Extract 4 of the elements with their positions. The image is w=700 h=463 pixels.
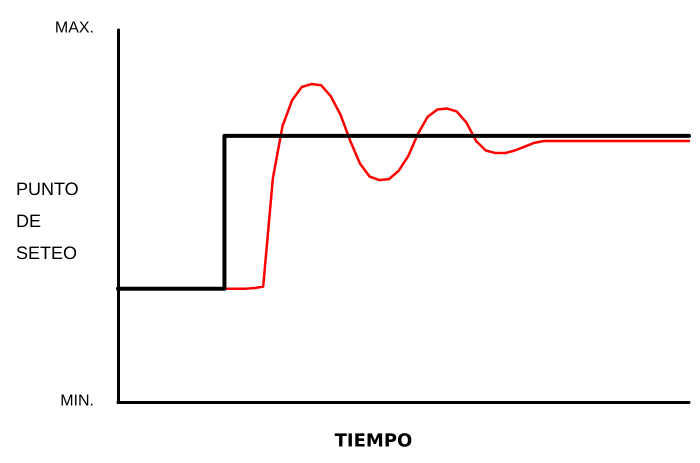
- x-axis-title: TIEMPO: [334, 430, 412, 452]
- text: MAX.: [54, 20, 94, 36]
- y-axis-title: PUNTO DE SETEO: [16, 179, 84, 263]
- text: MIN.: [60, 392, 94, 410]
